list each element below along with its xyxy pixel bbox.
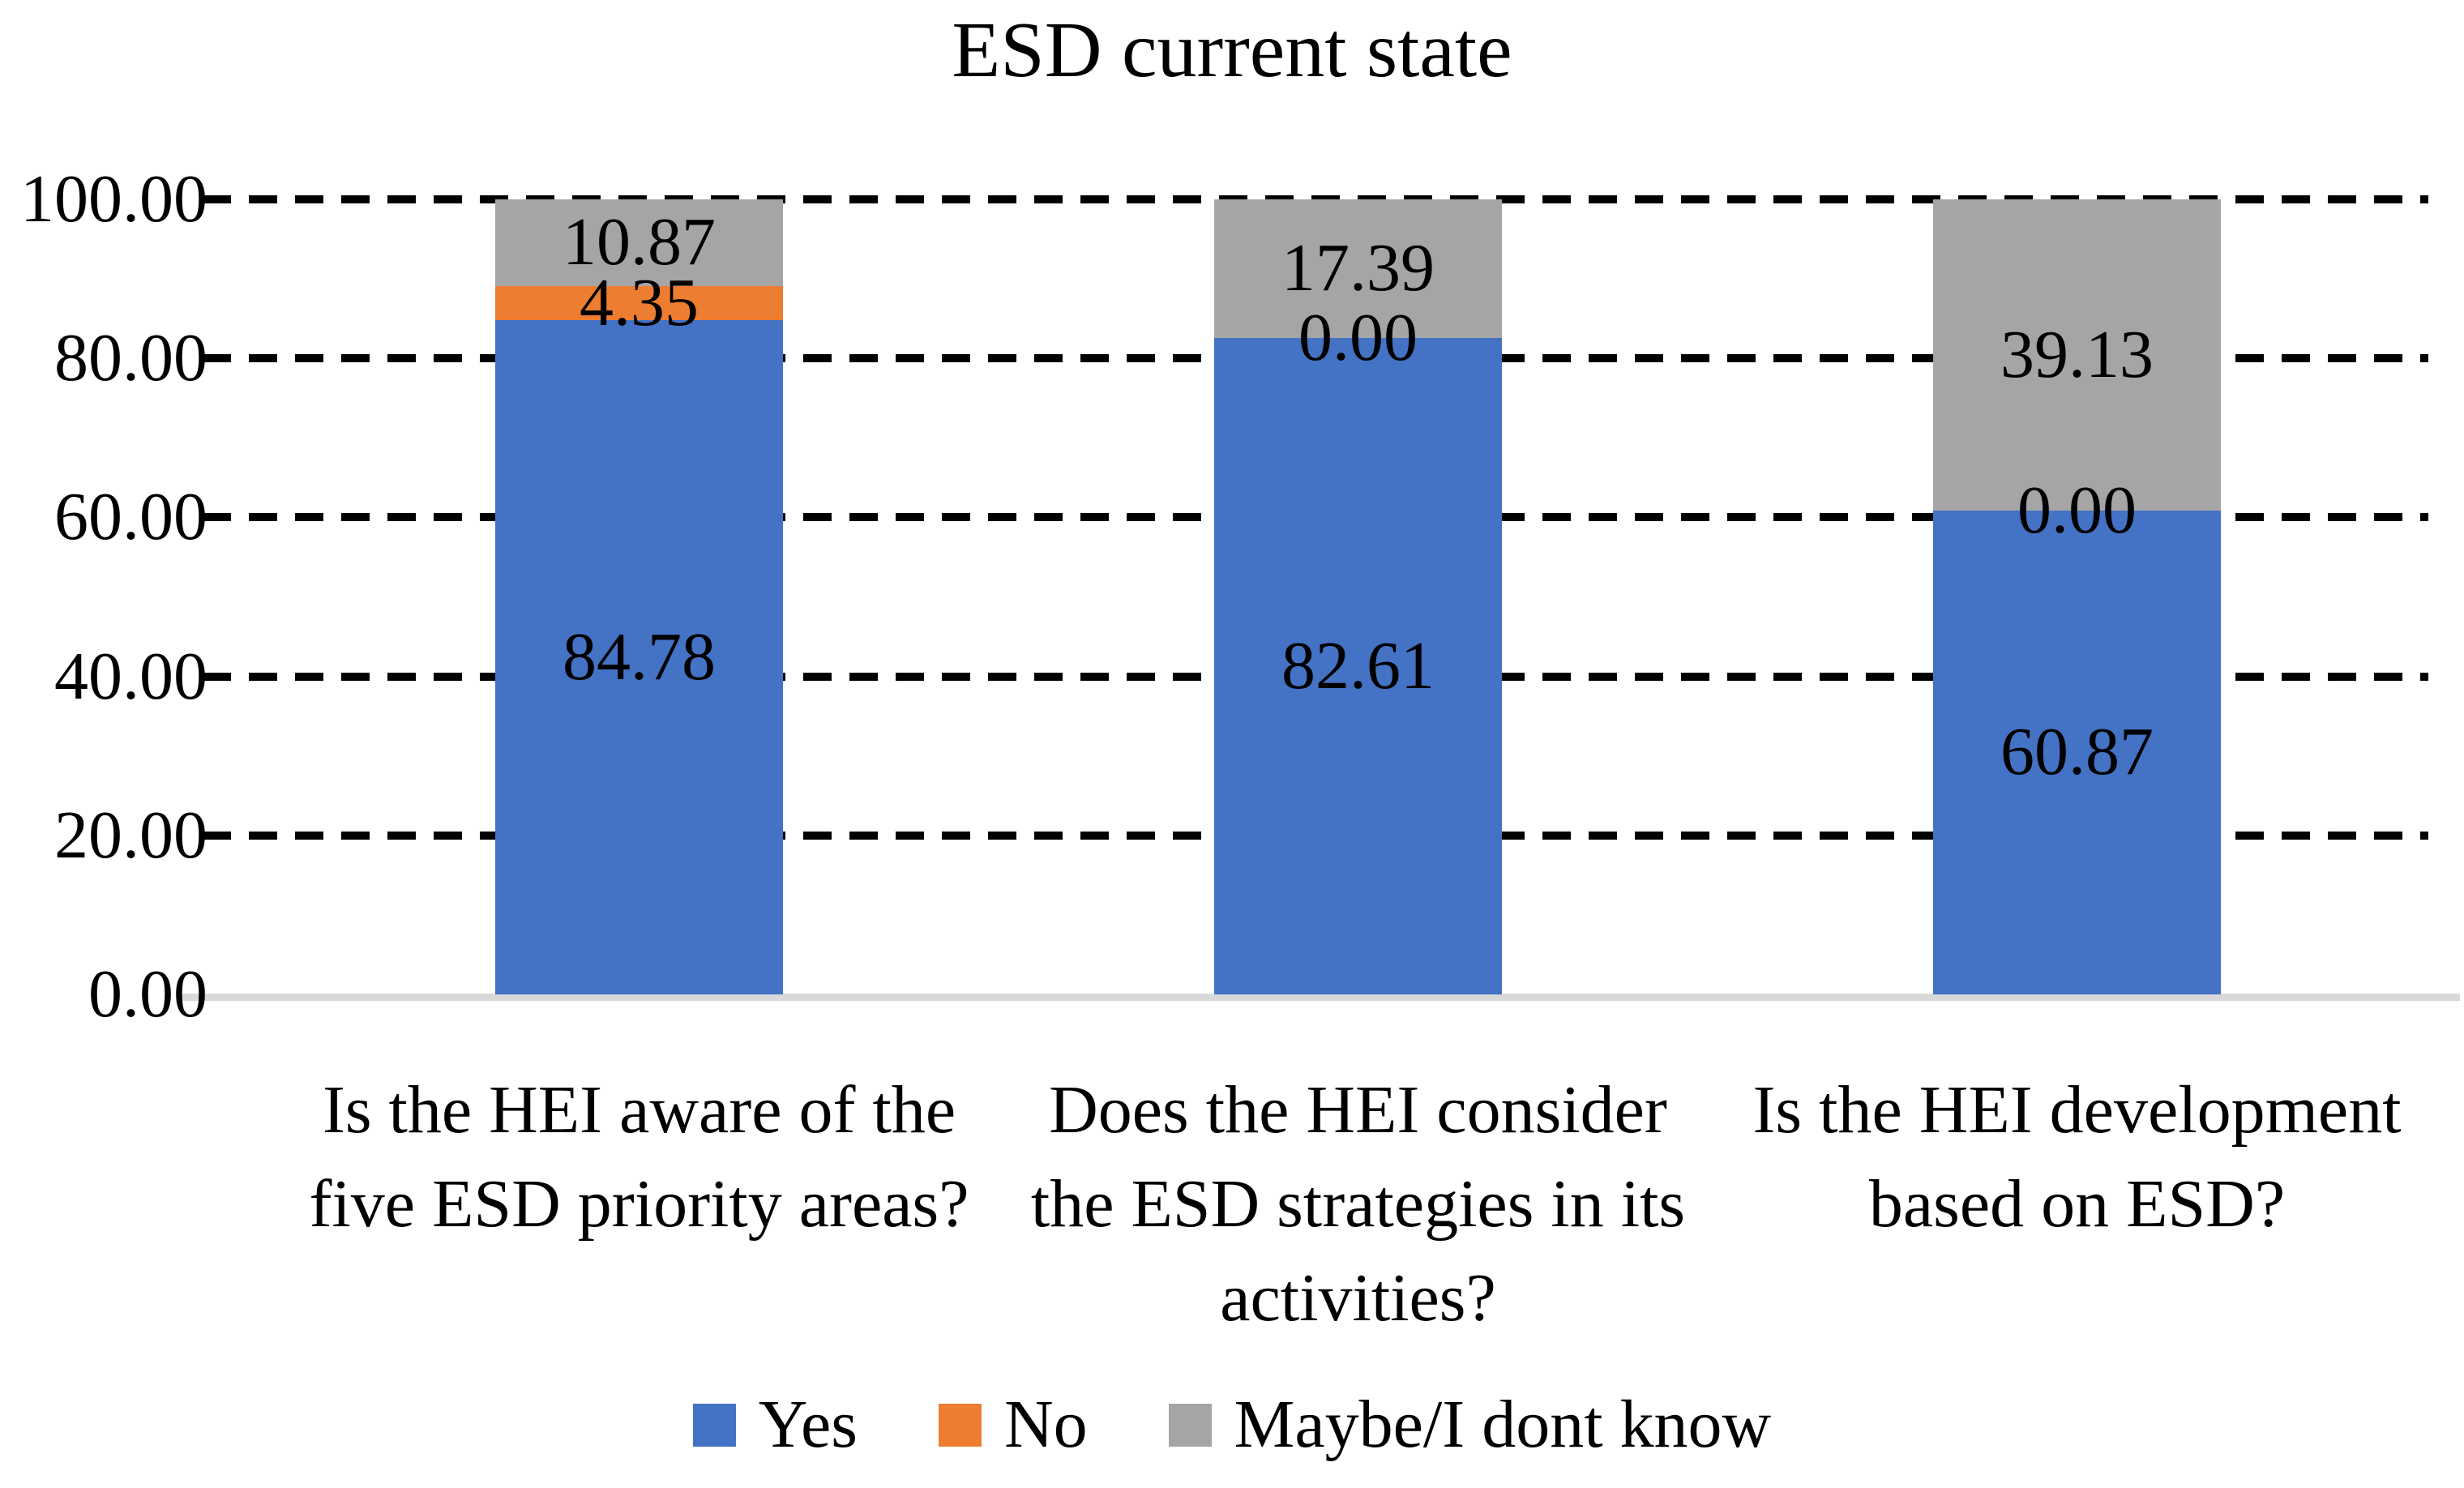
bar-segment-yes (1933, 510, 2221, 994)
category-label-line: based on ESD? (1868, 1166, 2286, 1242)
y-tick-label-20: 20.00 (54, 797, 207, 873)
category-label-line: Is the HEI aware of the (322, 1072, 956, 1148)
category-label-line: five ESD priority areas? (309, 1166, 969, 1242)
legend-label-no: No (1003, 1387, 1088, 1462)
category-label-line: Does the HEI consider (1049, 1072, 1667, 1148)
x-axis-line (182, 994, 2460, 1001)
category-label-1: Is the HEI aware of the five ESD priority… (280, 1063, 999, 1251)
data-label-yes: 60.87 (2000, 714, 2154, 790)
bar-segment-maybe-i-dont-know (495, 199, 783, 286)
category-label-2: Does the HEI consider the ESD strategies … (999, 1063, 1718, 1345)
data-label-no: 0.00 (1298, 299, 1418, 375)
data-label-maybe-i-dont-know: 17.39 (1281, 230, 1435, 306)
legend: Yes No Maybe/I dont know (0, 1378, 2464, 1472)
bar-segment-maybe-i-dont-know (1933, 199, 2221, 511)
bar-segment-yes (495, 320, 783, 994)
category-label-line: Is the HEI development (1752, 1072, 2402, 1148)
data-label-maybe-i-dont-know: 10.87 (563, 204, 716, 280)
legend-item-yes: Yes (692, 1380, 858, 1469)
y-tick-label-0: 0.00 (88, 956, 207, 1032)
legend-label-yes: Yes (758, 1387, 858, 1462)
category-label-3: Is the HEI development based on ESD? (1718, 1063, 2436, 1251)
y-tick-label-80: 80.00 (54, 320, 207, 396)
legend-item-maybe-i-dont-know: Maybe/I dont know (1168, 1380, 1772, 1469)
legend-label-maybe-i-dont-know: Maybe/I dont know (1234, 1387, 1772, 1462)
bar-segment-no (495, 285, 783, 321)
bar-segment-maybe-i-dont-know (1214, 199, 1502, 338)
data-label-no: 4.35 (580, 264, 699, 340)
chart-title: ESD current state (952, 6, 1512, 94)
legend-swatch-maybe-i-dont-know (1168, 1403, 1212, 1447)
data-label-yes: 84.78 (563, 619, 716, 695)
legend-swatch-yes (692, 1403, 736, 1447)
bar-segment-yes (1214, 337, 1502, 994)
category-label-line: activities? (1220, 1260, 1496, 1336)
y-tick-label-60: 60.00 (54, 479, 207, 555)
legend-swatch-no (938, 1403, 982, 1447)
data-label-yes: 82.61 (1281, 627, 1435, 703)
data-label-no: 0.00 (2017, 472, 2137, 548)
legend-item-no: No (938, 1380, 1088, 1469)
y-tick-label-40: 40.00 (54, 638, 207, 714)
category-label-line: the ESD strategies in its (1030, 1166, 1686, 1242)
y-tick-label-100: 100.00 (20, 161, 207, 237)
data-label-maybe-i-dont-know: 39.13 (2000, 316, 2154, 392)
